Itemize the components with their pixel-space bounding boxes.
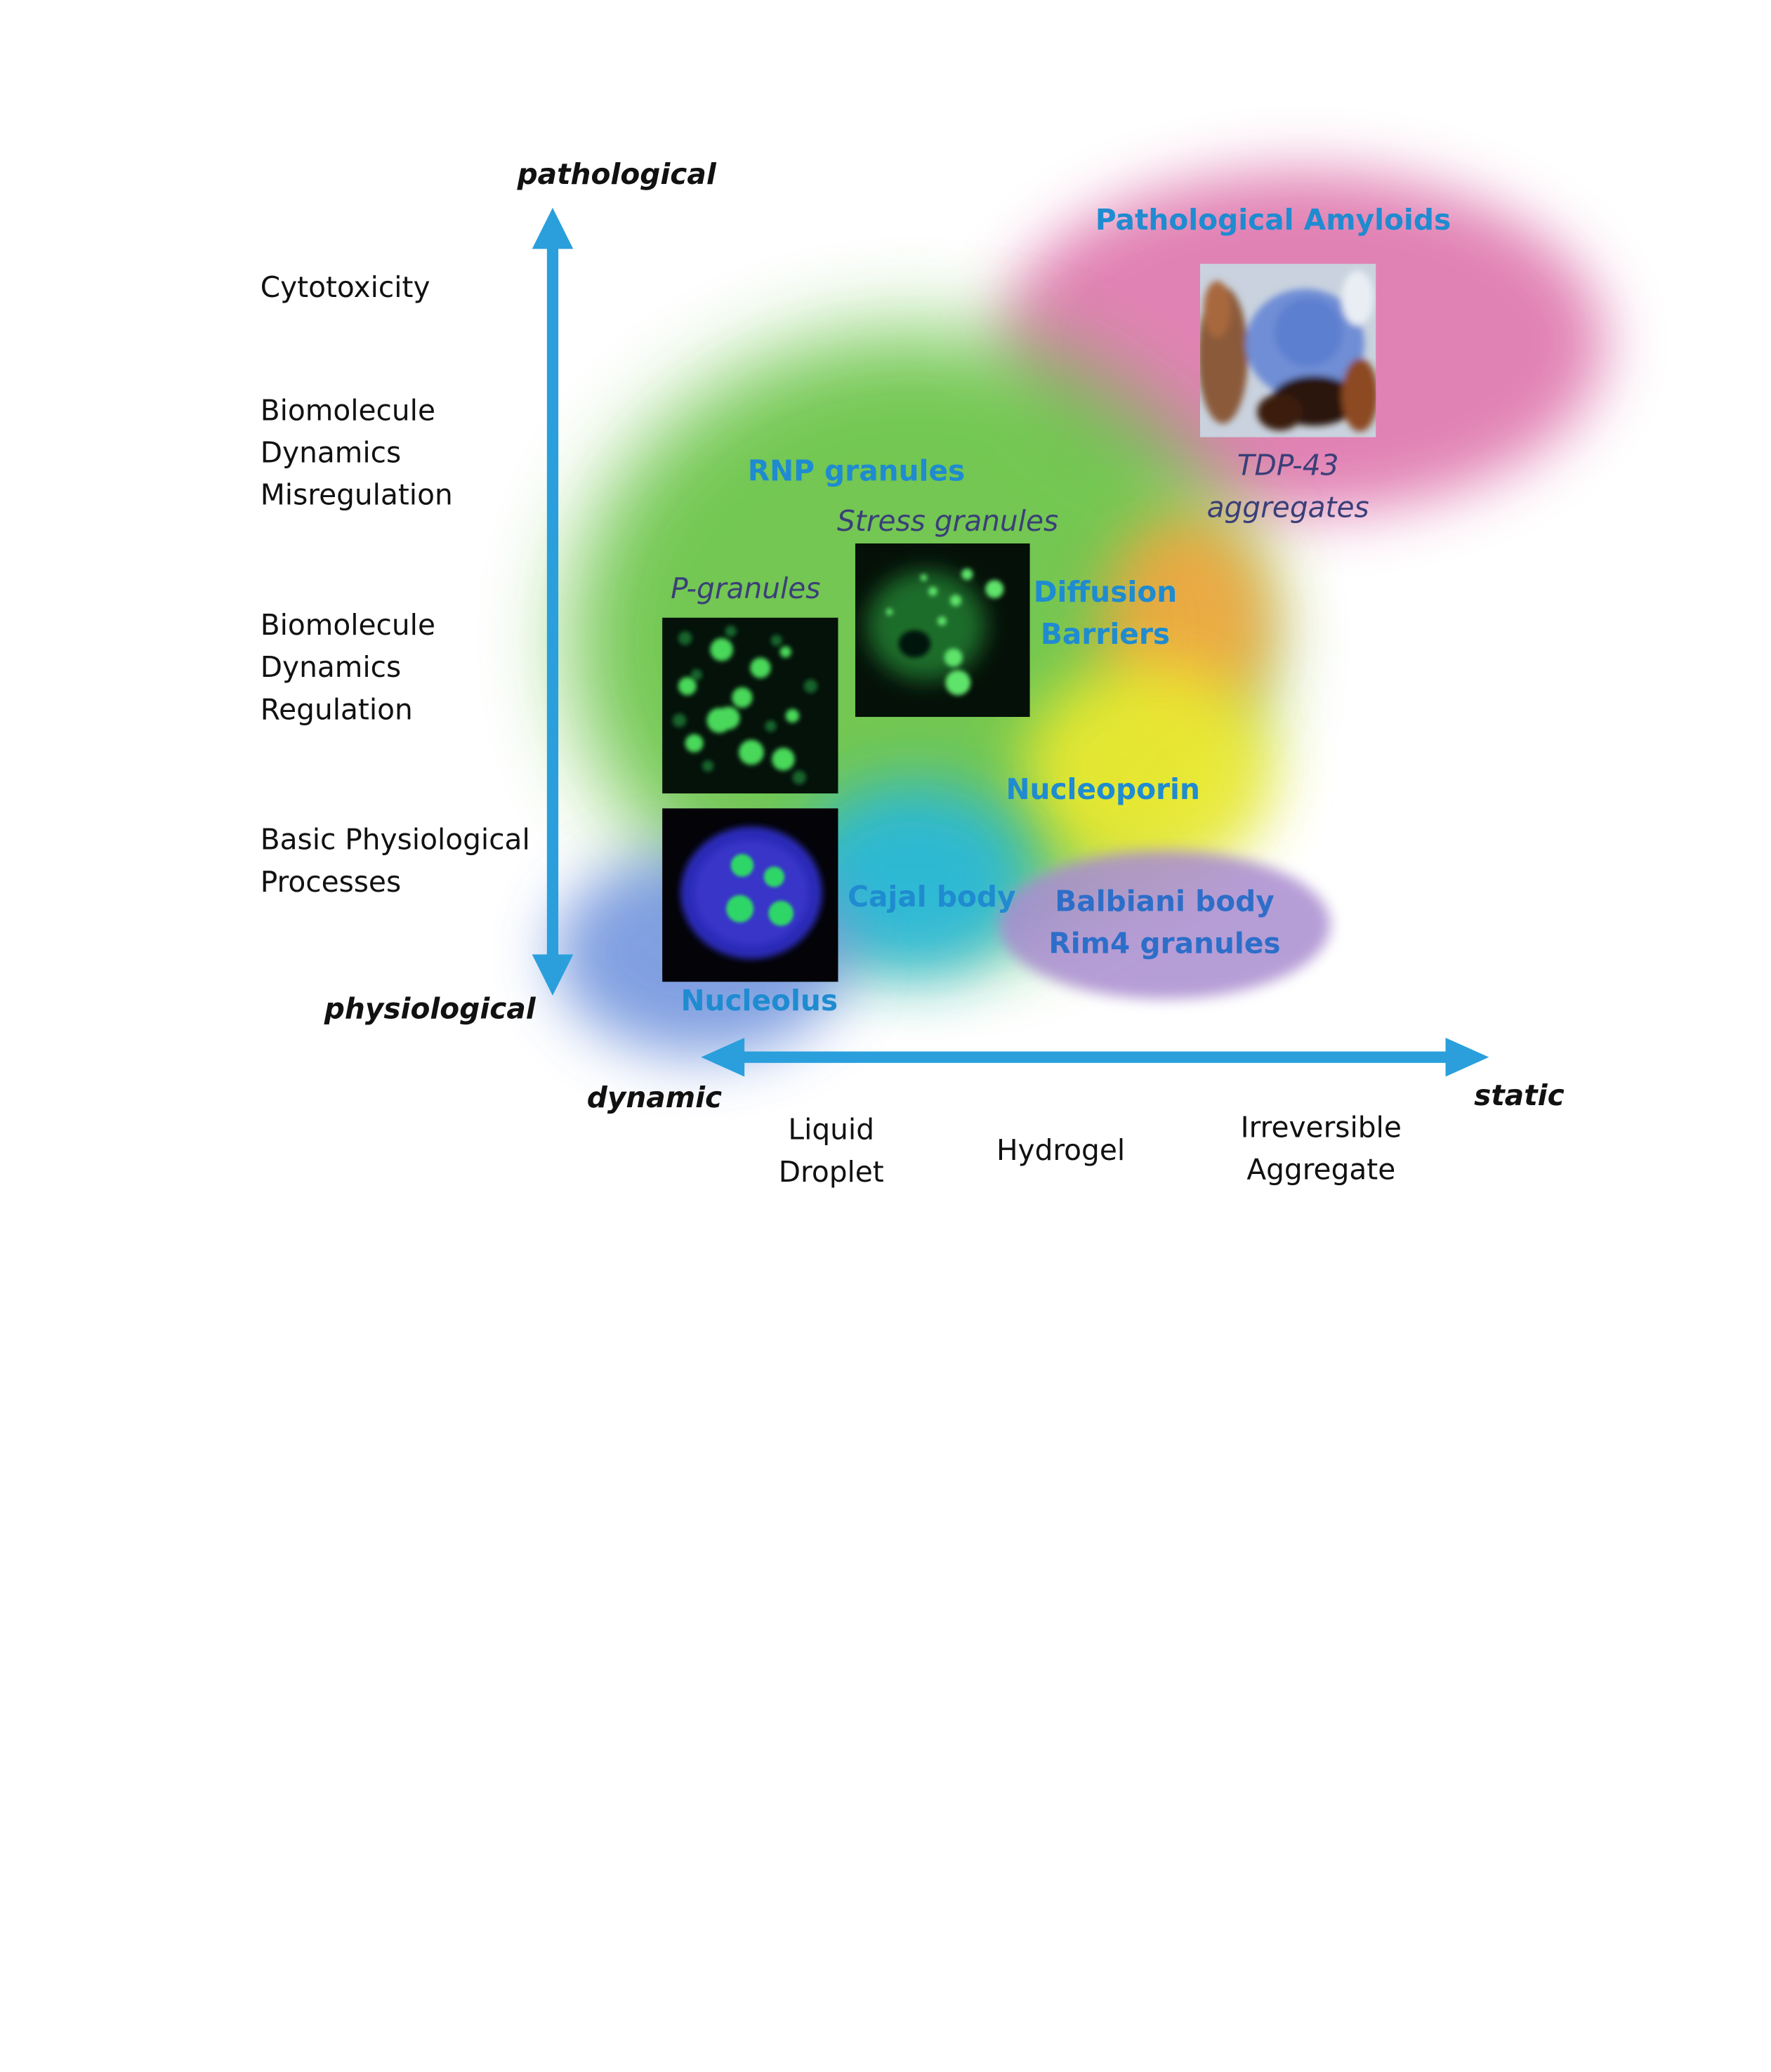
state-liquid-droplet: Liquid Droplet — [778, 1113, 884, 1189]
caption-stress-granules: Stress granules — [836, 504, 1059, 538]
horizontal-axis-arrow — [701, 1038, 1489, 1077]
tdp43-micrograph — [1199, 263, 1376, 437]
stress-granules-micrograph — [855, 543, 1030, 718]
p-granules-micrograph — [662, 617, 838, 794]
vertical-axis-arrow — [532, 207, 574, 996]
label-nucleolus: Nucleolus — [680, 984, 838, 1017]
region-nucleoporin — [1022, 662, 1273, 880]
x-axis-right-label: static — [1474, 1078, 1565, 1112]
state-hydrogel: Hydrogel — [996, 1133, 1126, 1167]
x-axis-left-label: dynamic — [586, 1081, 723, 1114]
level-basic-processes: Basic Physiological Processes — [260, 823, 530, 899]
label-nucleoporin: Nucleoporin — [1006, 772, 1200, 806]
level-misregulation: Biomolecule Dynamics Misregulation — [260, 393, 453, 512]
region-balbiani-body — [999, 850, 1331, 999]
level-cytotoxicity: Cytotoxicity — [260, 270, 430, 304]
state-irreversible-aggregate: Irreversible Aggregate — [1240, 1111, 1402, 1187]
label-rnp-granules: RNP granules — [747, 454, 966, 488]
y-axis-bottom-label: physiological — [324, 991, 536, 1026]
nucleolus-micrograph — [662, 808, 838, 982]
y-axis-top-label: pathological — [517, 157, 716, 191]
caption-tdp43-aggregates: TDP-43 aggregates — [1206, 449, 1369, 524]
label-diffusion-barriers: Diffusion Barriers — [1033, 575, 1178, 651]
level-regulation: Biomolecule Dynamics Regulation — [260, 608, 435, 727]
region-cajal-body — [794, 781, 1034, 977]
label-pathological-amyloids: Pathological Amyloids — [1095, 203, 1451, 237]
caption-p-granules: P-granules — [671, 572, 821, 605]
label-balbiani-rim4: Balbiani body Rim4 granules — [1048, 885, 1281, 961]
label-cajal-body: Cajal body — [848, 880, 1016, 913]
